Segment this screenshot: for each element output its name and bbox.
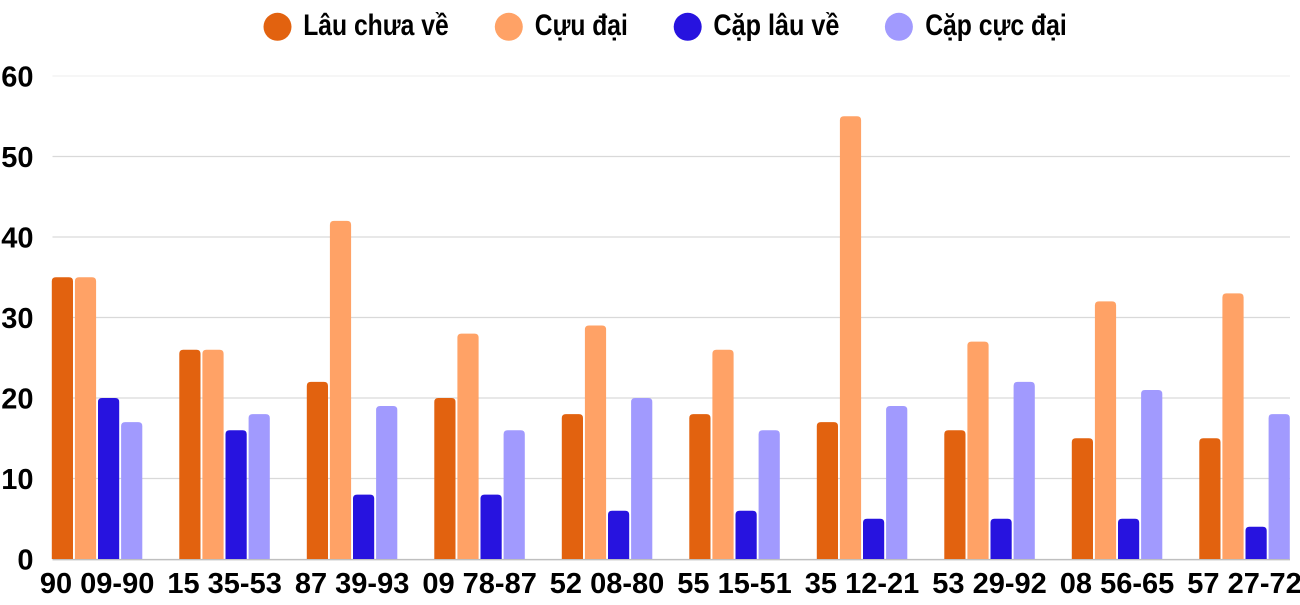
svg-text:Cặp cực đại: Cặp cực đại <box>925 9 1066 42</box>
svg-text:30: 30 <box>1 303 33 335</box>
svg-text:Cựu đại: Cựu đại <box>535 9 628 42</box>
svg-text:08 56-65: 08 56-65 <box>1060 568 1175 600</box>
svg-text:60: 60 <box>1 62 33 94</box>
svg-text:40: 40 <box>1 223 33 255</box>
svg-text:09 78-87: 09 78-87 <box>422 568 537 600</box>
svg-text:Lâu chưa về: Lâu chưa về <box>303 9 449 42</box>
svg-text:15 35-53: 15 35-53 <box>167 568 282 600</box>
svg-text:10: 10 <box>1 464 33 496</box>
svg-text:Cặp lâu về: Cặp lâu về <box>713 9 839 42</box>
svg-text:35 12-21: 35 12-21 <box>805 568 920 600</box>
svg-text:0: 0 <box>17 545 33 577</box>
svg-text:90 09-90: 90 09-90 <box>40 568 155 600</box>
svg-text:20: 20 <box>1 384 33 416</box>
svg-text:50: 50 <box>1 142 33 174</box>
svg-text:87 39-93: 87 39-93 <box>295 568 410 600</box>
svg-text:55 15-51: 55 15-51 <box>677 568 792 600</box>
svg-text:53 29-92: 53 29-92 <box>932 568 1047 600</box>
svg-text:57 27-72: 57 27-72 <box>1187 568 1300 600</box>
svg-text:52 08-80: 52 08-80 <box>550 568 665 600</box>
